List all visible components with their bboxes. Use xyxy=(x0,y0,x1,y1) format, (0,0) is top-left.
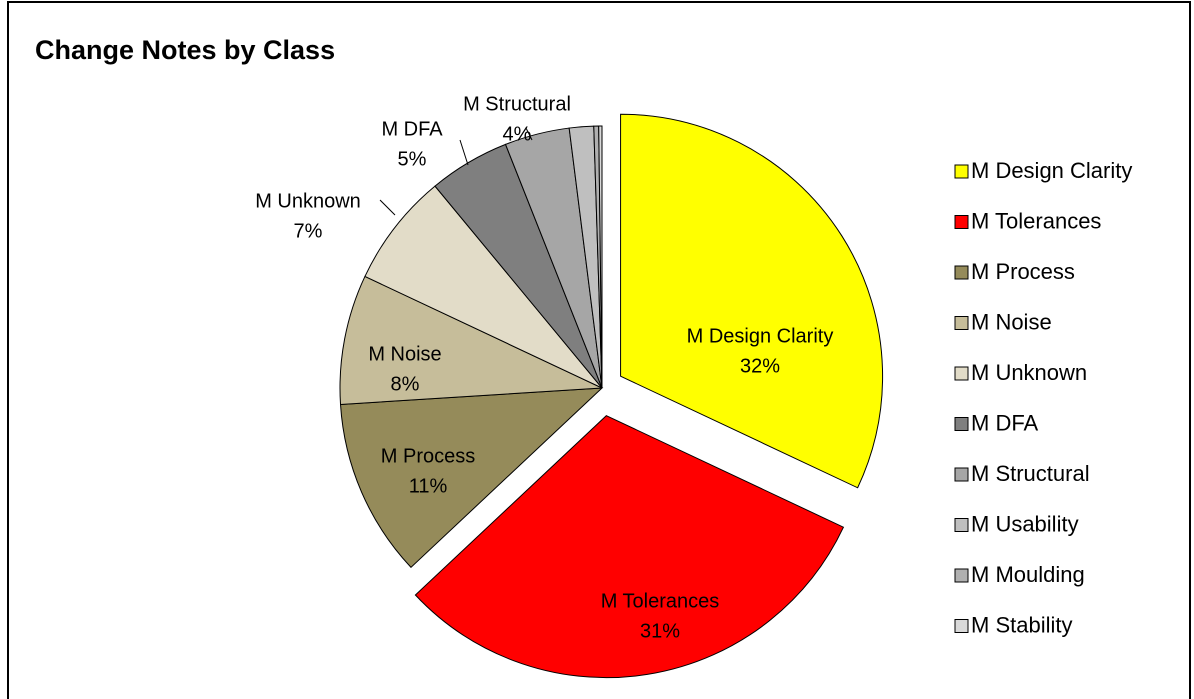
slice-label-name: M Design Clarity xyxy=(687,325,834,347)
slice-label-value: 11% xyxy=(409,475,448,497)
legend-swatch xyxy=(954,164,969,179)
slice-label-name: M Unknown xyxy=(255,190,361,212)
leader-line xyxy=(379,199,396,216)
legend-label: M Design Clarity xyxy=(971,158,1132,183)
slice-label-value: 7% xyxy=(294,220,323,242)
slice-label-name: M Structural xyxy=(463,93,571,115)
pie-slice xyxy=(339,275,603,405)
legend-swatch xyxy=(954,265,969,280)
slice-label-name: M Process xyxy=(381,445,475,467)
legend-swatch xyxy=(954,619,969,633)
leader-line xyxy=(525,127,533,141)
slice-label-value: 5% xyxy=(398,148,427,170)
legend-swatch xyxy=(954,518,969,532)
legend-label: M Moulding xyxy=(971,562,1085,587)
legend-label: M Tolerances xyxy=(971,208,1101,233)
legend-label: M Structural xyxy=(971,461,1090,486)
pie-slice xyxy=(620,113,884,489)
slice-label-value: 8% xyxy=(391,373,420,395)
slice-label-name: M Noise xyxy=(368,343,441,365)
legend-swatch xyxy=(954,467,969,482)
leader-line xyxy=(459,139,469,166)
pie-slice xyxy=(414,415,845,679)
pie-slice xyxy=(364,185,603,389)
slice-label-value: 32% xyxy=(740,355,780,377)
legend-swatch xyxy=(954,316,969,330)
pie-slice xyxy=(339,387,604,569)
legend-swatch xyxy=(954,215,969,229)
legend-swatch xyxy=(954,417,969,431)
slice-label-name: M Tolerances xyxy=(601,590,720,612)
legend-label: M Noise xyxy=(971,309,1052,334)
legend-swatch xyxy=(954,366,969,381)
slice-label-value: 4% xyxy=(503,123,532,145)
legend-swatch xyxy=(954,568,969,583)
legend-label: M Unknown xyxy=(971,360,1087,385)
slice-label-value: 31% xyxy=(640,620,680,642)
chart-title: Change Notes by Class xyxy=(35,35,335,65)
pie-slice xyxy=(598,125,603,389)
legend-label: M Stability xyxy=(971,612,1072,637)
slice-label-name: M DFA xyxy=(381,118,443,140)
legend-label: M Process xyxy=(971,259,1075,284)
legend-label: M Usability xyxy=(971,511,1079,536)
legend-label: M DFA xyxy=(971,410,1039,435)
